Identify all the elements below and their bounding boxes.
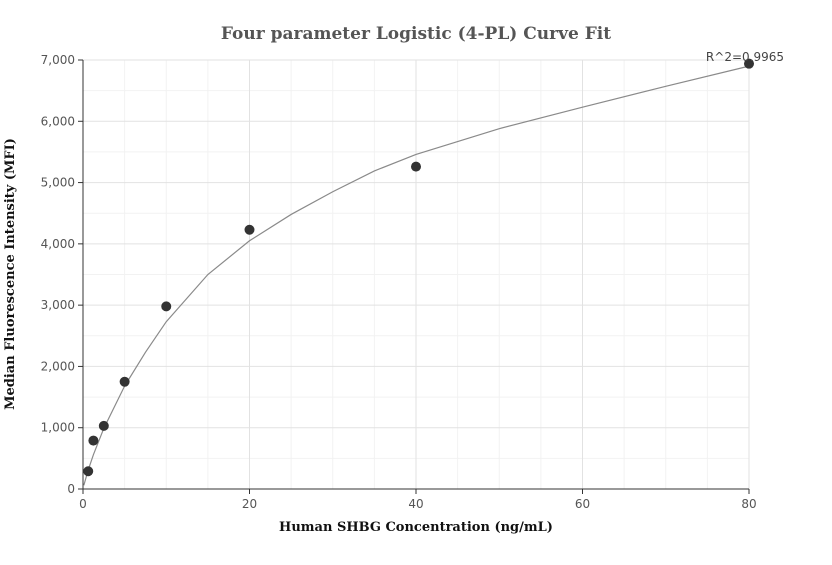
x-tick-label: 20 xyxy=(242,497,257,511)
data-point xyxy=(744,58,754,69)
chart-title: Four parameter Logistic (4-PL) Curve Fit xyxy=(221,24,611,44)
data-point xyxy=(119,376,130,387)
curve-layer xyxy=(83,65,750,486)
axes-layer: 0 20 40 60 80 0 1,000 2,000 3,000 4,000 5,000 6,000… xyxy=(41,53,757,511)
grid-layer xyxy=(83,59,750,489)
x-tick-label: 40 xyxy=(408,497,423,511)
data-point xyxy=(244,224,255,235)
y-tick-label: 0 xyxy=(67,482,75,496)
y-tick-label: 5,000 xyxy=(41,176,75,190)
data-point xyxy=(411,161,421,172)
y-tick-label: 1,000 xyxy=(41,421,75,435)
points-layer xyxy=(83,58,754,477)
labels-layer: Four parameter Logistic (4-PL) Curve Fit… xyxy=(3,24,784,535)
y-tick-label: 2,000 xyxy=(41,359,75,373)
x-tick-label: 60 xyxy=(575,497,590,511)
x-tick-label: 80 xyxy=(741,497,756,511)
y-axis-title: Median Fluorescence Intensity (MFI) xyxy=(3,138,18,410)
data-point xyxy=(83,466,94,477)
data-point xyxy=(98,420,109,431)
y-tick-label: 6,000 xyxy=(41,114,75,128)
y-tick-label: 4,000 xyxy=(41,237,75,251)
y-tick-label: 7,000 xyxy=(41,53,75,67)
fit-curve-line xyxy=(83,65,750,486)
x-axis-title: Human SHBG Concentration (ng/mL) xyxy=(279,520,553,535)
r-squared-annotation: R^2=0.9965 xyxy=(706,50,784,64)
y-tick-label: 3,000 xyxy=(41,298,75,312)
data-point xyxy=(88,435,99,446)
data-point xyxy=(161,301,172,312)
x-tick-label: 0 xyxy=(79,497,87,511)
